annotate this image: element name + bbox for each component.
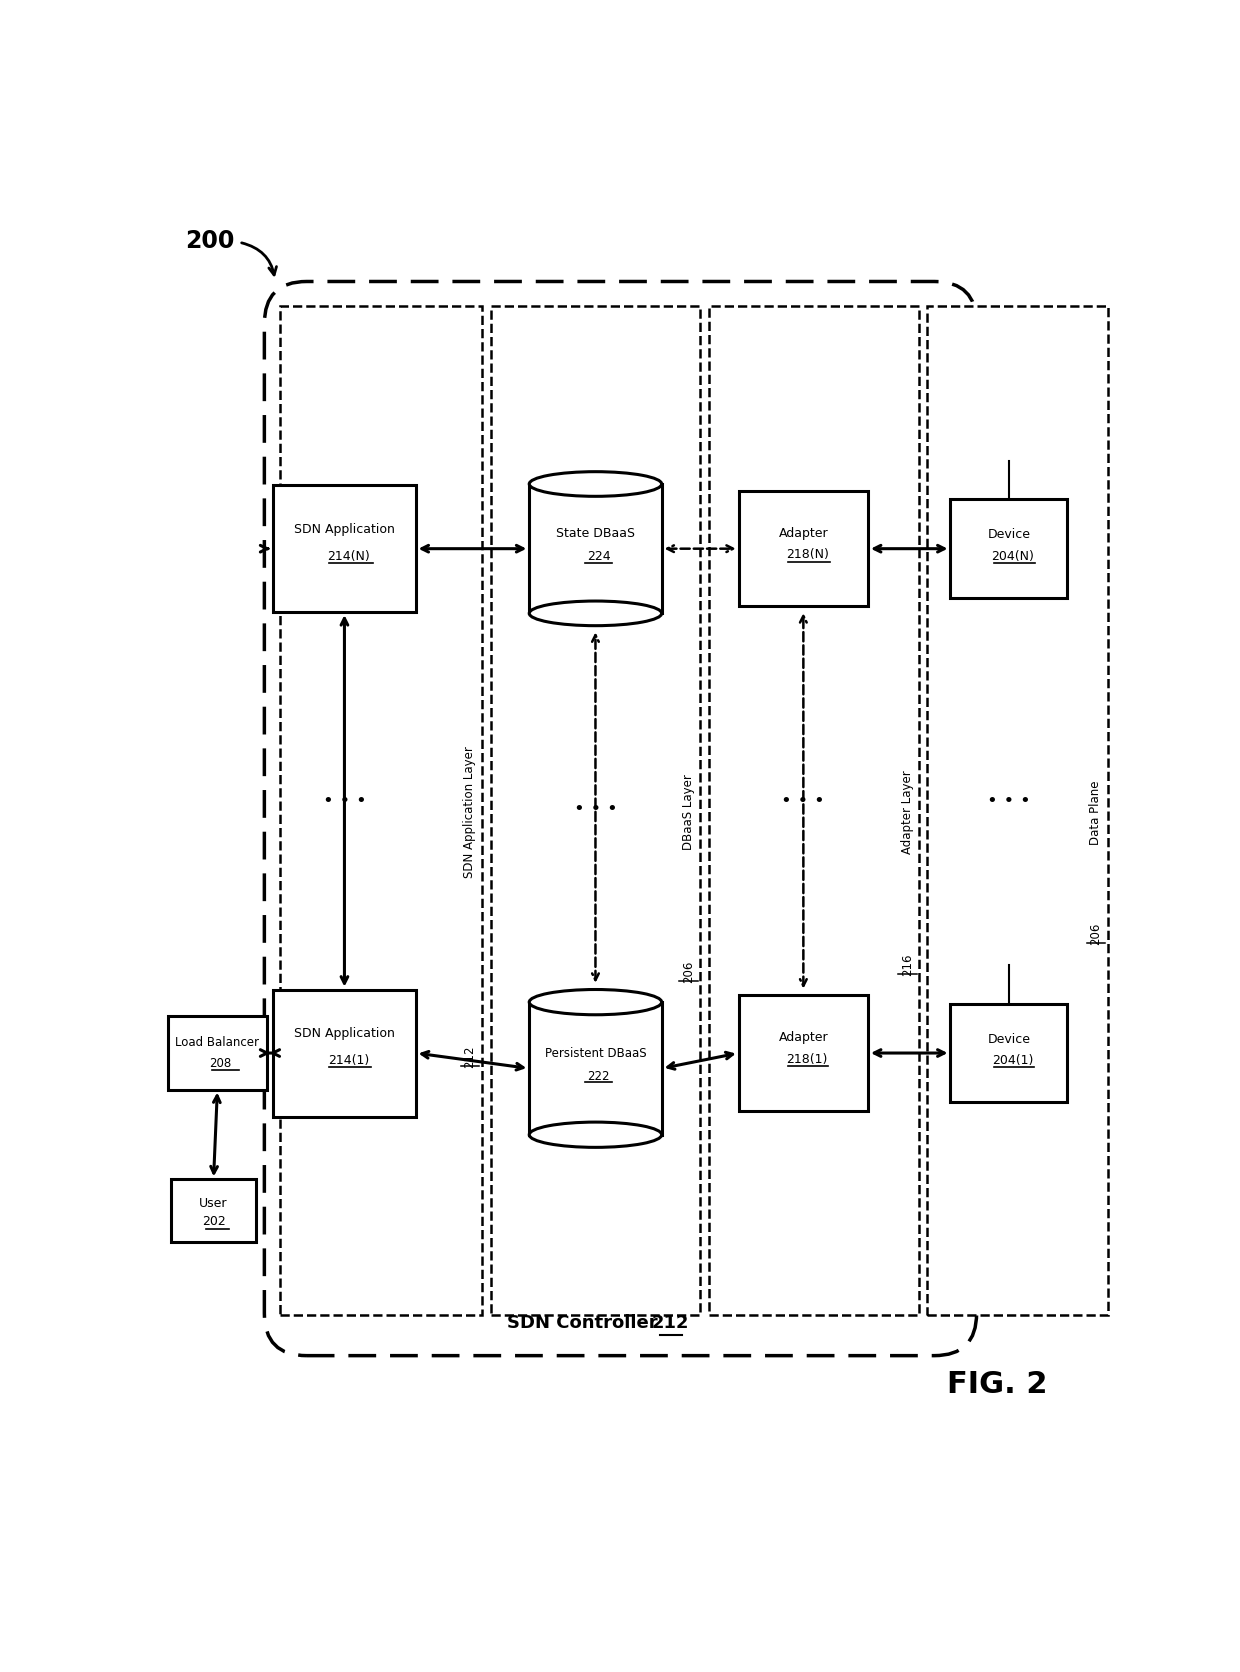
Bar xyxy=(169,1017,267,1090)
Text: 214(N): 214(N) xyxy=(327,550,370,563)
Ellipse shape xyxy=(529,1122,662,1147)
Text: 202: 202 xyxy=(202,1216,226,1229)
Bar xyxy=(529,1002,662,1135)
Text: Load Balancer: Load Balancer xyxy=(175,1035,259,1048)
Text: 200: 200 xyxy=(185,229,234,252)
Bar xyxy=(739,995,868,1110)
Bar xyxy=(491,306,701,1314)
Text: SDN Application: SDN Application xyxy=(294,1027,394,1040)
Text: SDN Application: SDN Application xyxy=(294,523,394,537)
Text: 206: 206 xyxy=(682,961,696,983)
Text: 204(1): 204(1) xyxy=(992,1055,1033,1067)
Bar xyxy=(273,485,415,612)
Text: 206: 206 xyxy=(1090,923,1102,945)
Text: SDN Application Layer: SDN Application Layer xyxy=(464,742,476,878)
Bar xyxy=(950,1003,1068,1102)
Bar xyxy=(529,483,662,614)
Text: 214(1): 214(1) xyxy=(327,1055,370,1067)
Text: Adapter Layer: Adapter Layer xyxy=(900,767,914,854)
Text: Adapter: Adapter xyxy=(779,1032,828,1043)
Bar xyxy=(739,492,868,607)
Text: 218(1): 218(1) xyxy=(786,1053,828,1065)
Text: Data Plane: Data Plane xyxy=(1090,776,1102,844)
Text: 216: 216 xyxy=(900,953,914,976)
FancyBboxPatch shape xyxy=(264,281,977,1356)
Text: Device: Device xyxy=(987,1033,1030,1045)
Text: SDN Controller: SDN Controller xyxy=(507,1314,657,1333)
Text: 212: 212 xyxy=(464,1045,476,1068)
Text: FIG. 2: FIG. 2 xyxy=(947,1369,1048,1399)
Bar xyxy=(171,1179,255,1242)
Text: 222: 222 xyxy=(588,1070,610,1083)
Text: DBaaS Layer: DBaaS Layer xyxy=(682,771,696,851)
Bar xyxy=(709,306,919,1314)
Text: • • •: • • • xyxy=(322,793,366,809)
Bar xyxy=(950,500,1068,599)
Text: • • •: • • • xyxy=(781,793,826,809)
Text: Persistent DBaaS: Persistent DBaaS xyxy=(544,1047,646,1060)
Text: 218(N): 218(N) xyxy=(786,548,828,562)
Ellipse shape xyxy=(529,600,662,625)
Bar xyxy=(273,990,415,1117)
Bar xyxy=(280,306,481,1314)
Ellipse shape xyxy=(529,990,662,1015)
Text: User: User xyxy=(200,1197,228,1209)
Bar xyxy=(926,306,1107,1314)
Ellipse shape xyxy=(529,472,662,497)
FancyArrowPatch shape xyxy=(242,242,277,274)
Text: 212: 212 xyxy=(652,1314,689,1333)
Text: • • •: • • • xyxy=(574,799,618,818)
Ellipse shape xyxy=(529,472,662,497)
Text: 208: 208 xyxy=(210,1057,232,1070)
Text: 224: 224 xyxy=(587,550,610,563)
Text: Adapter: Adapter xyxy=(779,527,828,540)
Text: Device: Device xyxy=(987,528,1030,542)
Text: 204(N): 204(N) xyxy=(991,550,1034,563)
Ellipse shape xyxy=(529,990,662,1015)
Text: State DBaaS: State DBaaS xyxy=(556,527,635,540)
Text: • • •: • • • xyxy=(987,793,1030,809)
